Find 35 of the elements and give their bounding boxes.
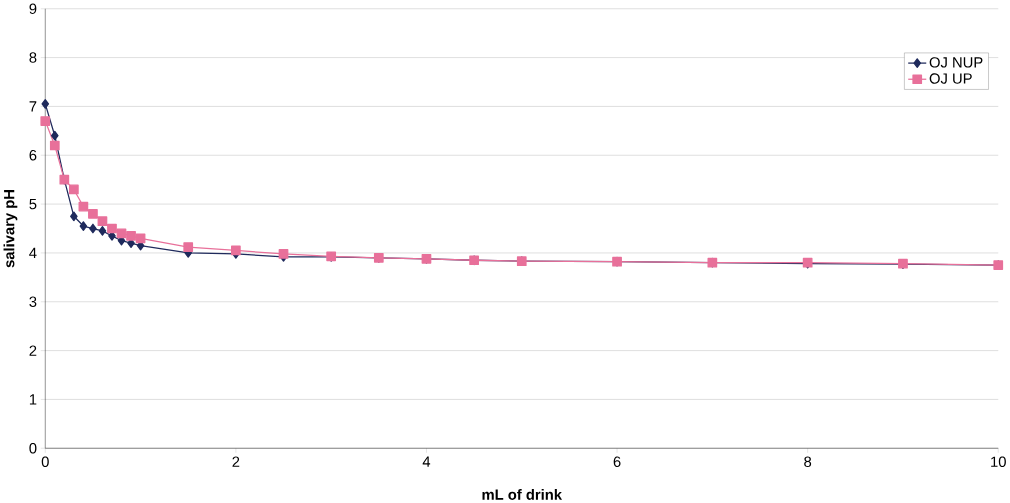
point xyxy=(50,130,59,141)
legend-label: OJ NUP xyxy=(929,56,983,68)
point xyxy=(97,216,108,226)
x-tick-label: 2 xyxy=(232,456,240,467)
point xyxy=(79,221,88,231)
y-tick-label: 9 xyxy=(29,3,37,14)
y-axis-title: salivary pH xyxy=(3,189,18,268)
y-tick-label: 0 xyxy=(29,442,37,454)
y-tick-label: 6 xyxy=(29,149,37,161)
y-tick-label: 3 xyxy=(29,296,37,307)
y-tick-label: 5 xyxy=(29,198,37,210)
point xyxy=(70,211,78,221)
legend-label: OJ UP xyxy=(929,73,972,84)
y-tick-label: 2 xyxy=(29,345,37,356)
point xyxy=(41,98,50,109)
point xyxy=(88,208,98,219)
point xyxy=(135,233,146,243)
point xyxy=(183,242,194,252)
point xyxy=(68,184,79,195)
x-tick-label: 10 xyxy=(991,456,1006,467)
point xyxy=(107,223,117,234)
y-tick-label: 1 xyxy=(29,394,37,405)
x-tick-label: 4 xyxy=(422,456,431,467)
y-tick-label: 8 xyxy=(29,52,37,63)
x-axis-title: mL of drink xyxy=(482,488,563,500)
point xyxy=(49,140,60,151)
y-tick-label: 7 xyxy=(29,101,37,112)
x-tick-label: 8 xyxy=(804,456,812,467)
point xyxy=(89,223,97,234)
y-tick-label: 4 xyxy=(29,247,37,258)
x-tick-label: 6 xyxy=(613,456,621,467)
point xyxy=(98,225,107,236)
point xyxy=(40,116,51,126)
x-tick-label: 0 xyxy=(41,456,49,467)
point xyxy=(126,230,136,241)
